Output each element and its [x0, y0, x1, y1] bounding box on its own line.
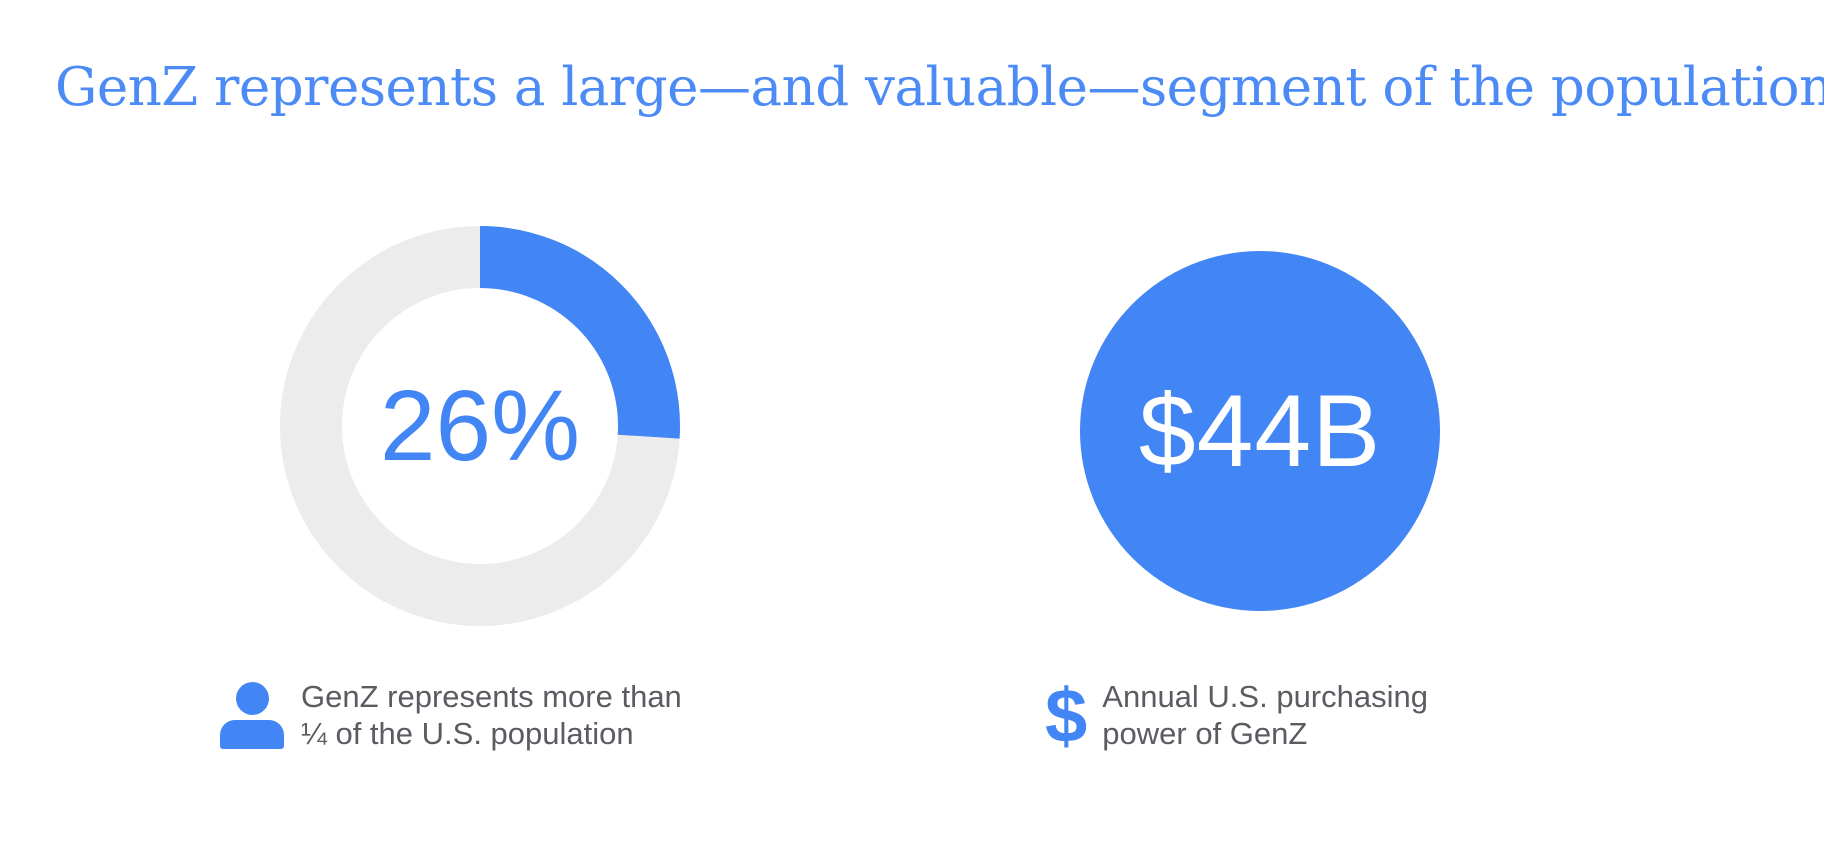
donut-chart [280, 226, 680, 626]
stat-value: $44B [1138, 373, 1382, 488]
person-icon-head [235, 682, 269, 715]
population-caption-line-2: ¼ of the U.S. population [301, 716, 634, 751]
purchasing-caption-text: Annual U.S. purchasing power of GenZ [1102, 678, 1428, 752]
donut-arc [280, 226, 680, 626]
purchasing-caption: $ Annual U.S. purchasing power of GenZ [1045, 678, 1428, 756]
stat-circle: $44B [1080, 251, 1440, 611]
population-caption-line-1: GenZ represents more than [301, 679, 682, 714]
population-caption-text: GenZ represents more than ¼ of the U.S. … [301, 678, 682, 752]
person-icon [220, 682, 284, 749]
dollar-icon: $ [1045, 674, 1088, 759]
donut-center-label: 26% [379, 369, 581, 482]
purchasing-caption-line-2: power of GenZ [1102, 716, 1308, 751]
person-icon-body [220, 720, 284, 749]
purchasing-caption-line-1: Annual U.S. purchasing [1102, 679, 1428, 714]
donut-chart-section: 26% [280, 226, 680, 626]
population-caption: GenZ represents more than ¼ of the U.S. … [220, 678, 682, 752]
page-title: GenZ represents a large—and valuable—seg… [55, 57, 1824, 118]
